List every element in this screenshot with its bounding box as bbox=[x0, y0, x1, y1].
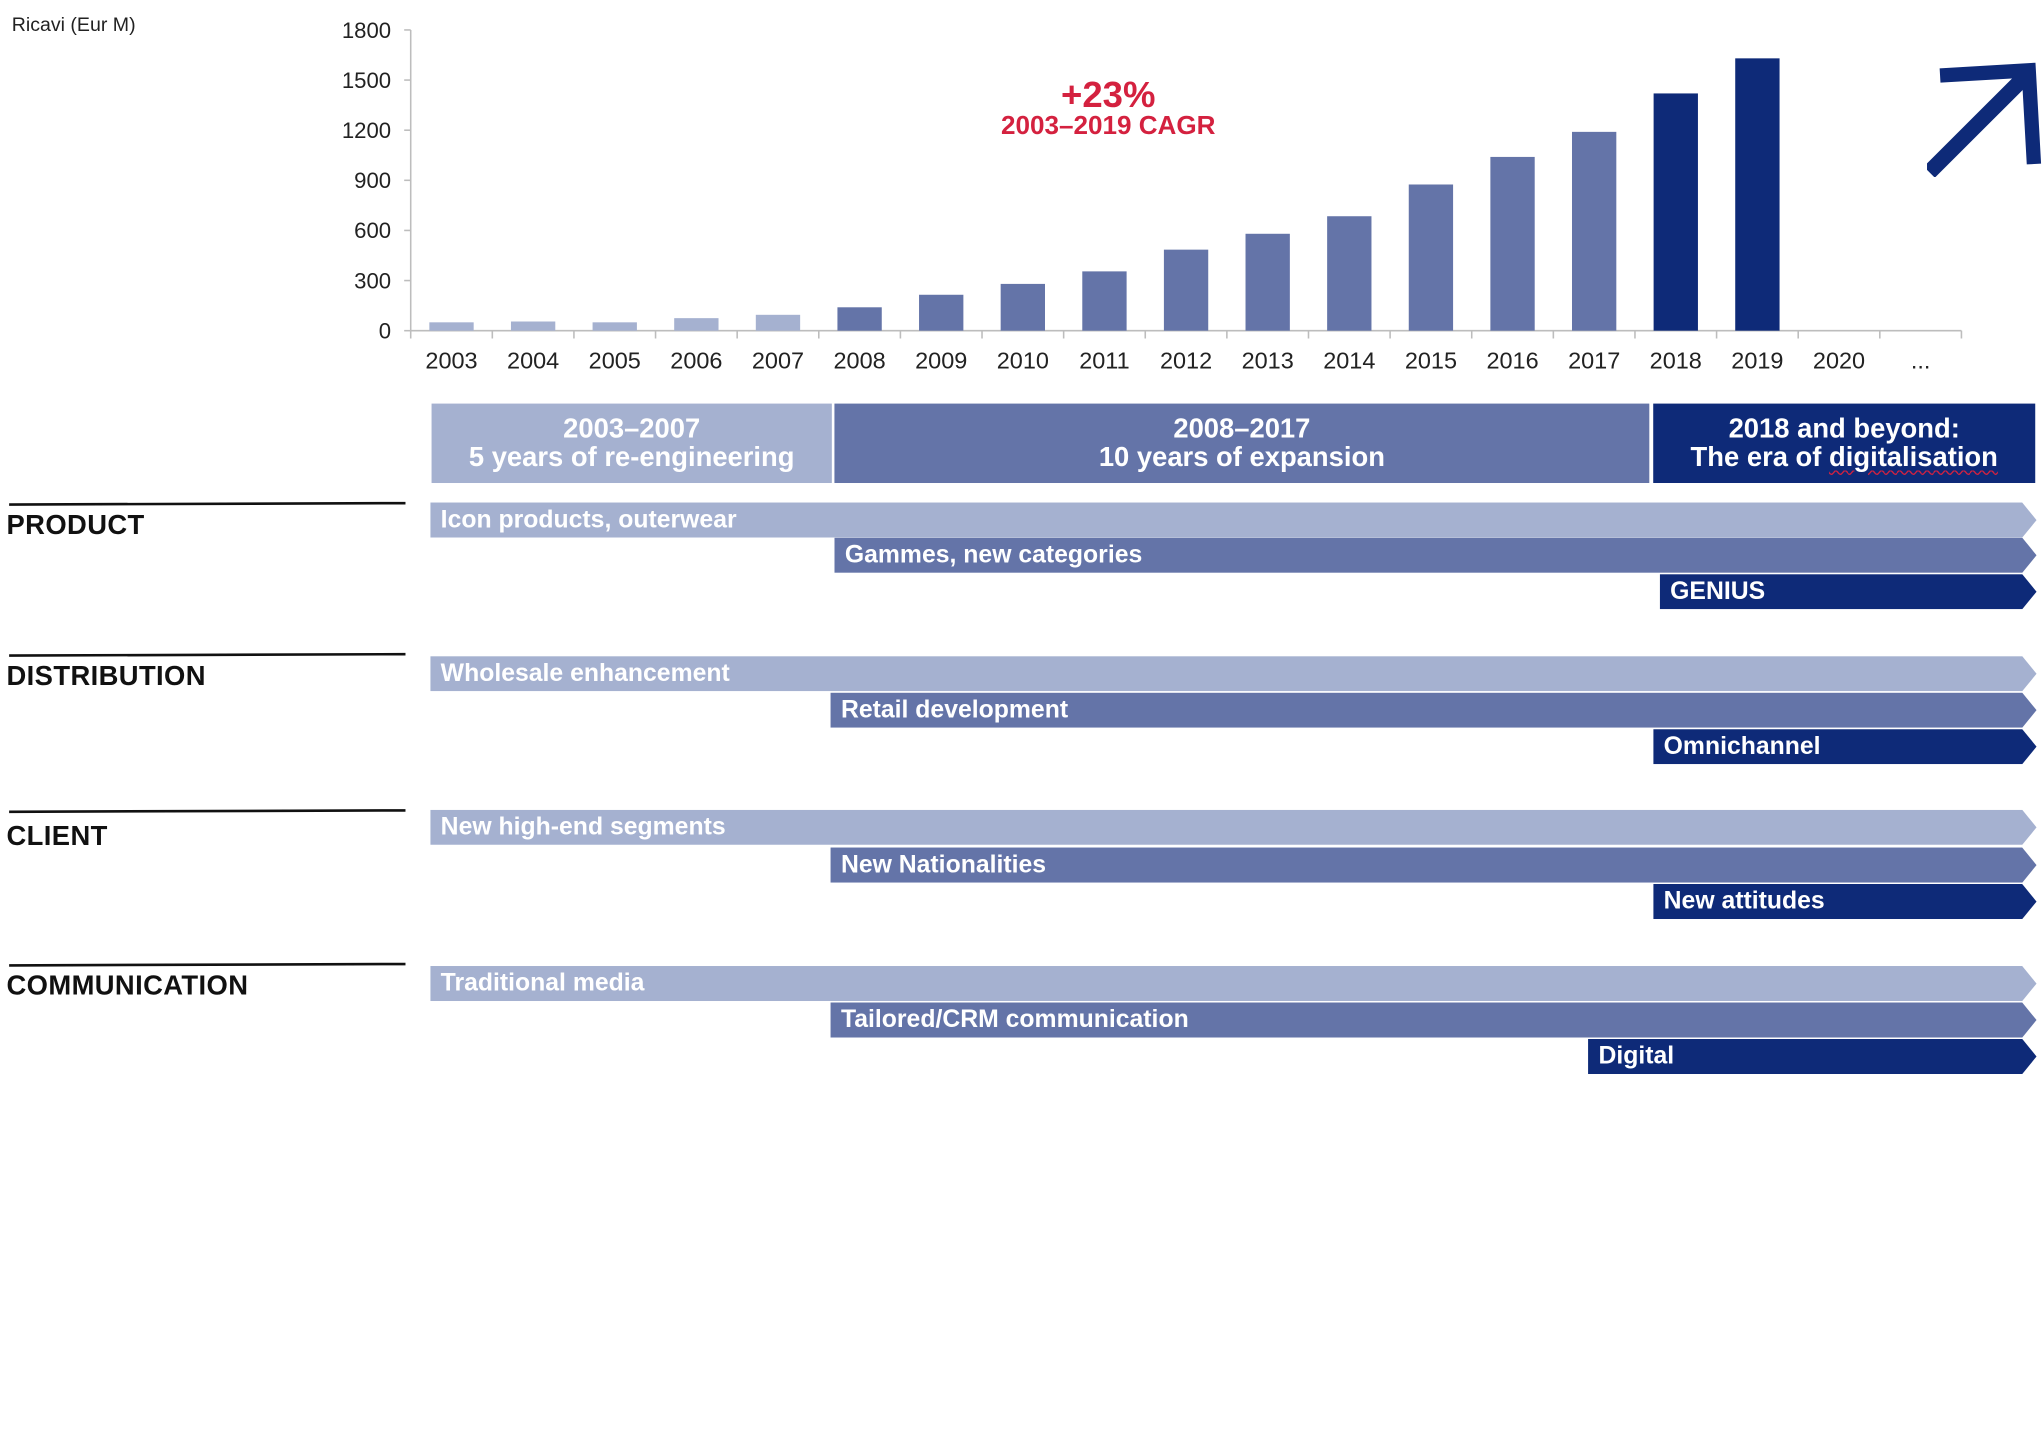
bar-2008 bbox=[837, 307, 882, 331]
x-tick-label: 2019 bbox=[1731, 347, 1783, 373]
x-tick-label: 2008 bbox=[834, 347, 886, 373]
x-tick-label: 2003 bbox=[425, 347, 477, 373]
y-tick-label: 1800 bbox=[342, 18, 391, 43]
bar-2014 bbox=[1327, 216, 1372, 331]
product-label: PRODUCT bbox=[6, 510, 145, 541]
revenue-bar-chart: 0 300 600 900 1200 1500 1800 2003 2004 2005 2006 20… bbox=[342, 18, 1963, 373]
period-2-title: 2008–2017 bbox=[1173, 414, 1311, 445]
x-tick-label: 2004 bbox=[507, 347, 559, 373]
cagr-text: 2003–2019 CAGR bbox=[1000, 112, 1216, 142]
x-tick-label: 2010 bbox=[997, 347, 1049, 373]
x-tick-label: 2015 bbox=[1405, 347, 1457, 373]
distribution-bar-2: Retail development bbox=[831, 693, 2037, 728]
x-tick-label: 2011 bbox=[1079, 347, 1129, 373]
product-bar-1: Icon products, outerwear bbox=[430, 503, 2036, 538]
product-bar-2: Gammes, new categories bbox=[834, 538, 2036, 573]
bar-2018 bbox=[1653, 93, 1698, 331]
bar-2006 bbox=[674, 318, 719, 331]
x-tick-label: 2009 bbox=[915, 347, 967, 373]
x-tick-label: 2016 bbox=[1486, 347, 1538, 373]
communication-bar-2: Tailored/CRM communication bbox=[831, 1002, 2037, 1037]
y-tick-label: 1200 bbox=[342, 118, 391, 143]
x-tick-label: 2014 bbox=[1323, 347, 1375, 373]
period-3-subtitle: The era of digitalisation bbox=[1653, 443, 2035, 471]
communication-bar-3: Digital bbox=[1588, 1039, 2037, 1074]
bar-2013 bbox=[1245, 233, 1290, 331]
y-tick-label: 0 bbox=[379, 319, 391, 344]
x-tick-label: 2018 bbox=[1650, 347, 1702, 373]
period-2008-2017: 2008–2017 10 years of expansion bbox=[834, 403, 1650, 484]
x-tick-label: 2017 bbox=[1568, 347, 1620, 373]
y-tick-label: 600 bbox=[354, 218, 391, 243]
bar-2017 bbox=[1571, 131, 1617, 331]
y-axis-label: Ricavi (Eur M) bbox=[11, 14, 136, 37]
bar-2010 bbox=[1000, 283, 1045, 331]
bar-2009 bbox=[919, 294, 964, 331]
period-3-subtitle-prefix: The era of bbox=[1690, 441, 1830, 472]
x-tick-label: 2013 bbox=[1242, 347, 1294, 373]
bar-2007 bbox=[755, 314, 801, 331]
x-tick-label: 2006 bbox=[670, 347, 722, 373]
client-bar-1: New high-end segments bbox=[430, 810, 2036, 845]
x-tick-label: ... bbox=[1911, 347, 1931, 373]
x-tick-label: 2007 bbox=[752, 347, 804, 373]
bar-2011 bbox=[1082, 271, 1127, 331]
product-bar-3: GENIUS bbox=[1660, 574, 2037, 609]
bar-2004 bbox=[510, 321, 556, 331]
cagr-annotation: +23% 2003–2019 CAGR bbox=[913, 74, 1304, 142]
distribution-bar-1: Wholesale enhancement bbox=[430, 656, 2036, 691]
period-1-title: 2003–2007 bbox=[563, 414, 701, 445]
bar-2012 bbox=[1163, 249, 1209, 331]
client-label: CLIENT bbox=[6, 821, 108, 852]
bar-2003 bbox=[429, 322, 474, 331]
communication-bar-1: Traditional media bbox=[430, 966, 2036, 1001]
product-divider bbox=[9, 501, 406, 506]
y-tick-label: 1500 bbox=[342, 68, 391, 93]
period-3-title: 2018 and beyond: bbox=[1728, 414, 1960, 445]
period-3-subtitle-keyword: digitalisation bbox=[1829, 441, 1998, 472]
client-bar-2: New Nationalities bbox=[831, 848, 2037, 883]
communication-label: COMMUNICATION bbox=[6, 971, 249, 1002]
y-tick-label: 300 bbox=[354, 268, 391, 293]
period-2018-beyond: 2018 and beyond: The era of digitalisati… bbox=[1653, 403, 2036, 484]
y-tick-label: 900 bbox=[354, 168, 391, 193]
client-divider bbox=[9, 809, 406, 814]
bar-2015 bbox=[1408, 184, 1454, 331]
x-tick-label: 2012 bbox=[1160, 347, 1212, 373]
period-2003-2007: 2003–2007 5 years of re-engineering bbox=[431, 403, 832, 484]
bar-2005 bbox=[592, 322, 637, 331]
distribution-label: DISTRIBUTION bbox=[6, 661, 206, 692]
distribution-bar-3: Omnichannel bbox=[1653, 729, 2036, 764]
communication-divider bbox=[9, 962, 406, 967]
client-bar-3: New attitudes bbox=[1653, 884, 2036, 919]
x-tick-label: 2005 bbox=[589, 347, 641, 373]
period-1-subtitle: 5 years of re-engineering bbox=[468, 441, 795, 472]
up-right-arrow-icon bbox=[1927, 62, 2042, 178]
period-2-subtitle: 10 years of expansion bbox=[1098, 441, 1385, 472]
x-tick-label: 2020 bbox=[1813, 347, 1865, 373]
cagr-value: +23% bbox=[1061, 74, 1156, 115]
distribution-divider bbox=[9, 652, 406, 657]
bar-2019 bbox=[1735, 58, 1780, 331]
bar-2016 bbox=[1490, 156, 1535, 331]
